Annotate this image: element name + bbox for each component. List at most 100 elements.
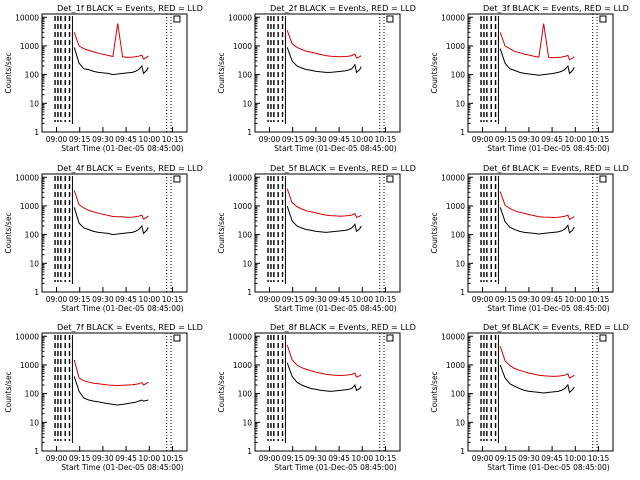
x-tick-label: 09:30 — [305, 135, 327, 144]
series-lld-line — [286, 30, 362, 59]
chart-panel-7: Det_7f BLACK = Events, RED = LLD 1 10 100 10… — [4, 322, 203, 472]
y-tick-label: 10000 — [15, 173, 39, 182]
y-tick-label: 1 — [34, 288, 39, 297]
plot-frame — [254, 13, 401, 133]
corner-marker — [173, 175, 181, 183]
x-tick-label: 10:00 — [351, 135, 373, 144]
x-tick-label: 10:15 — [375, 135, 397, 144]
corner-marker — [386, 175, 394, 183]
x-tick-label: 10:15 — [588, 135, 610, 144]
x-tick-label: 10:00 — [351, 454, 373, 463]
y-tick-label: 1000 — [20, 361, 39, 370]
panel-title: Det_5f BLACK = Events, RED = LLD — [270, 163, 416, 173]
y-tick-label: 10000 — [228, 332, 252, 341]
x-tick-label: 09:00 — [46, 454, 68, 463]
chart-panel-3: Det_3f BLACK = Events, RED = LLD 1 10 100 10… — [430, 3, 629, 153]
panel-title: Det_9f BLACK = Events, RED = LLD — [483, 322, 629, 332]
series-lld-line — [73, 359, 149, 387]
chart-panel-4: Det_4f BLACK = Events, RED = LLD 1 10 100 10… — [4, 163, 203, 313]
y-tick-label: 1000 — [20, 42, 39, 51]
y-tick-label: 100 — [451, 390, 466, 399]
x-tick-label: 09:00 — [259, 454, 281, 463]
series-lld-line — [73, 23, 149, 60]
x-tick-label: 10:00 — [138, 454, 160, 463]
y-tick-label: 100 — [451, 231, 466, 240]
x-axis-label: Start Time (01-Dec-05 08:45:00) — [487, 304, 609, 313]
series-events-line — [286, 362, 362, 392]
y-tick-label: 1 — [34, 447, 39, 456]
y-tick-label: 100 — [238, 390, 253, 399]
series-events-line — [499, 207, 575, 235]
chart-panel-1: Det_1f BLACK = Events, RED = LLD 1 10 100 10… — [4, 3, 203, 153]
series-lld-line — [499, 191, 575, 221]
x-tick-label: 09:45 — [541, 295, 563, 304]
x-tick-label: 09:00 — [472, 135, 494, 144]
x-axis-label: Start Time (01-Dec-05 08:45:00) — [61, 463, 183, 472]
y-tick-label: 1 — [247, 128, 252, 137]
x-tick-label: 09:45 — [541, 135, 563, 144]
corner-marker — [599, 334, 607, 342]
x-tick-label: 10:15 — [375, 454, 397, 463]
y-axis-label: Counts/sec — [430, 212, 439, 253]
x-tick-label: 09:30 — [92, 135, 114, 144]
corner-marker — [386, 15, 394, 23]
panel-title: Det_1f BLACK = Events, RED = LLD — [57, 3, 203, 13]
y-tick-label: 1 — [460, 288, 465, 297]
panel-title: Det_7f BLACK = Events, RED = LLD — [57, 322, 203, 332]
plot-frame — [41, 332, 188, 452]
plot-frame — [467, 332, 614, 452]
x-axis-label: Start Time (01-Dec-05 08:45:00) — [61, 144, 183, 153]
x-tick-label: 09:45 — [541, 454, 563, 463]
x-tick-label: 10:00 — [564, 135, 586, 144]
y-axis-label: Counts/sec — [4, 212, 13, 253]
y-axis-label: Counts/sec — [217, 371, 226, 412]
plot-frame — [41, 13, 188, 133]
y-tick-label: 10 — [29, 259, 39, 268]
x-tick-label: 09:15 — [69, 135, 91, 144]
corner-marker — [173, 15, 181, 23]
x-tick-label: 10:00 — [138, 295, 160, 304]
plot-frame — [254, 332, 401, 452]
y-tick-label: 10000 — [441, 332, 465, 341]
y-tick-label: 1000 — [233, 361, 252, 370]
x-tick-label: 10:15 — [162, 454, 184, 463]
y-tick-label: 100 — [238, 231, 253, 240]
y-tick-label: 1 — [460, 447, 465, 456]
x-tick-label: 09:15 — [282, 135, 304, 144]
y-tick-label: 10 — [29, 418, 39, 427]
series-lld-line — [499, 346, 575, 379]
x-tick-label: 10:15 — [588, 295, 610, 304]
y-tick-label: 1 — [247, 447, 252, 456]
y-axis-label: Counts/sec — [4, 371, 13, 412]
x-tick-label: 09:30 — [92, 454, 114, 463]
x-tick-label: 09:30 — [92, 295, 114, 304]
y-tick-label: 1000 — [233, 42, 252, 51]
panel-title: Det_8f BLACK = Events, RED = LLD — [270, 322, 416, 332]
x-axis-label: Start Time (01-Dec-05 08:45:00) — [274, 144, 396, 153]
series-events-line — [73, 376, 149, 406]
panel-title: Det_2f BLACK = Events, RED = LLD — [270, 3, 416, 13]
x-tick-label: 09:15 — [282, 454, 304, 463]
y-tick-label: 10000 — [441, 13, 465, 22]
plot-frame — [467, 173, 614, 293]
x-tick-label: 09:00 — [472, 295, 494, 304]
x-axis-label: Start Time (01-Dec-05 08:45:00) — [487, 144, 609, 153]
panel-title: Det_4f BLACK = Events, RED = LLD — [57, 163, 203, 173]
corner-marker — [599, 15, 607, 23]
x-tick-label: 09:00 — [46, 295, 68, 304]
y-tick-label: 1000 — [446, 202, 465, 211]
y-tick-label: 10 — [455, 418, 465, 427]
x-tick-label: 10:00 — [138, 135, 160, 144]
series-lld-line — [286, 344, 362, 378]
series-events-line — [499, 364, 575, 394]
x-tick-label: 09:00 — [259, 135, 281, 144]
y-tick-label: 10 — [242, 99, 252, 108]
x-axis-label: Start Time (01-Dec-05 08:45:00) — [61, 304, 183, 313]
chart-panel-2: Det_2f BLACK = Events, RED = LLD 1 10 100 10… — [217, 3, 416, 153]
x-tick-label: 10:15 — [375, 295, 397, 304]
x-tick-label: 10:15 — [162, 135, 184, 144]
x-tick-label: 09:45 — [115, 295, 137, 304]
y-tick-label: 10000 — [441, 173, 465, 182]
series-lld-line — [73, 190, 149, 220]
x-tick-label: 09:45 — [328, 295, 350, 304]
